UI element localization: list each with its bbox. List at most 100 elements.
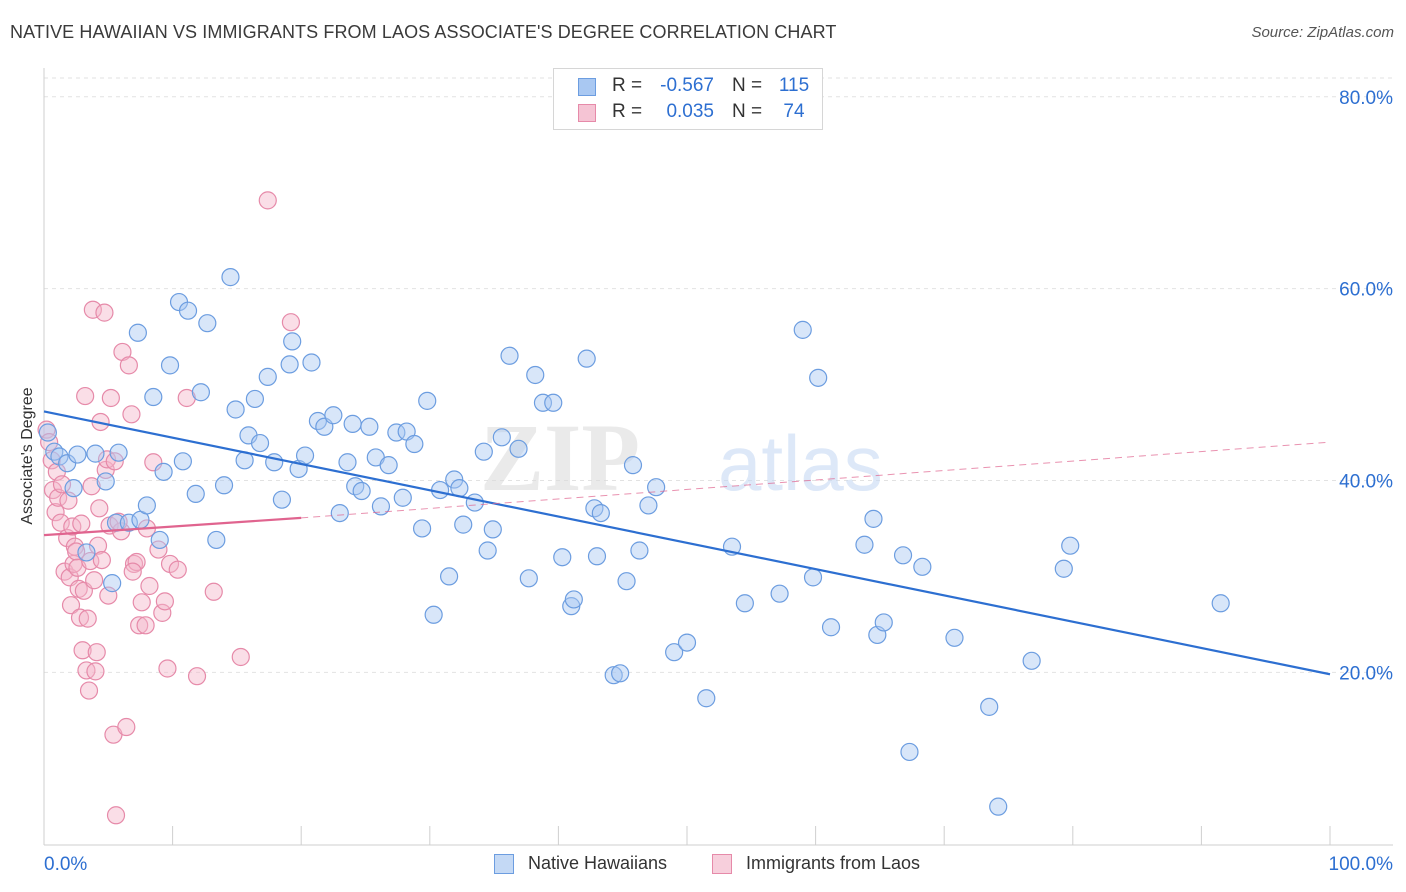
legend-swatch-pink: [578, 104, 596, 122]
data-point-hawaiian: [150, 530, 169, 550]
legend-n-label: N =: [732, 75, 763, 96]
data-point-hawaiian: [77, 543, 96, 562]
data-point-laos: [92, 550, 111, 570]
data-point-hawaiian: [630, 541, 649, 560]
data-point-hawaiian: [945, 628, 964, 647]
data-point-laos: [73, 641, 92, 660]
data-point-hawaiian: [623, 456, 643, 475]
data-point-hawaiian: [980, 697, 999, 716]
legend-swatch-blue: [578, 78, 596, 96]
data-point-hawaiian: [330, 503, 349, 523]
data-point-hawaiian: [173, 452, 192, 471]
data-point-hawaiian: [474, 442, 493, 461]
bottom-legend-label: Immigrants from Laos: [746, 853, 921, 873]
data-point-laos: [83, 300, 102, 319]
data-point-hawaiian: [439, 567, 459, 586]
data-point-hawaiian: [544, 393, 563, 412]
data-point-hawaiian: [665, 643, 684, 662]
data-point-laos: [155, 592, 174, 611]
data-point-laos: [61, 596, 81, 615]
data-point-hawaiian: [160, 356, 180, 375]
watermark: ZIP atlas: [480, 404, 883, 511]
data-point-laos: [46, 503, 65, 522]
data-point-hawaiian: [697, 689, 716, 708]
data-point-laos: [85, 571, 104, 590]
data-point-hawaiian: [553, 548, 572, 567]
data-point-laos: [124, 554, 144, 574]
data-point-hawaiian: [86, 444, 105, 463]
data-point-laos: [258, 191, 277, 210]
data-point-hawaiian: [770, 584, 789, 603]
data-point-hawaiian: [412, 519, 432, 538]
gridlines: [44, 77, 1393, 673]
data-point-laos: [79, 681, 99, 700]
data-point-hawaiian: [1022, 651, 1041, 670]
data-point-hawaiian: [324, 406, 343, 425]
data-point-hawaiian: [1211, 594, 1230, 613]
data-point-hawaiian: [483, 520, 502, 539]
data-point-hawaiian: [874, 613, 893, 632]
data-point-hawaiian: [119, 513, 138, 532]
data-point-hawaiian: [611, 664, 630, 683]
data-point-hawaiian: [604, 666, 623, 685]
data-point-hawaiian: [465, 493, 484, 512]
data-point-laos: [187, 667, 207, 686]
data-point-hawaiian: [639, 496, 658, 515]
y-tick-label: 60.0%: [1339, 280, 1393, 301]
data-point-laos: [52, 475, 72, 494]
data-point-laos: [204, 582, 223, 601]
data-point-hawaiian: [900, 742, 919, 762]
data-point-laos: [117, 717, 136, 737]
data-point-hawaiian: [454, 515, 473, 534]
bottom-legend-swatch-blue: [494, 854, 514, 874]
data-point-hawaiian: [803, 568, 823, 587]
data-point-hawaiian: [677, 633, 697, 652]
y-tick-label: 20.0%: [1339, 663, 1393, 684]
data-point-laos: [149, 540, 168, 559]
data-point-hawaiian: [1061, 536, 1080, 555]
legend-n-value: 115: [778, 75, 810, 96]
data-point-hawaiian: [864, 509, 883, 528]
data-point-laos: [72, 514, 91, 533]
data-point-hawaiian: [272, 490, 292, 509]
data-point-laos: [76, 386, 95, 406]
data-point-hawaiian: [338, 453, 357, 472]
data-point-hawaiian: [186, 484, 205, 504]
data-point-laos: [86, 662, 105, 681]
data-point-hawaiian: [109, 443, 128, 462]
correlation-legend: R = -0.567 N = 115 R = 0.035 N = 74: [553, 68, 823, 130]
watermark-zip: ZIP: [480, 404, 640, 511]
data-point-hawaiian: [360, 417, 379, 436]
data-point-hawaiian: [38, 423, 57, 442]
bottom-legend-swatch-pink: [712, 854, 732, 874]
data-point-hawaiian: [591, 503, 610, 523]
data-point-hawaiian: [509, 439, 528, 458]
data-point-hawaiian: [519, 569, 538, 588]
data-point-hawaiian: [735, 594, 754, 613]
data-point-hawaiian: [379, 456, 398, 475]
data-point-hawaiian: [226, 400, 245, 419]
data-point-hawaiian: [793, 320, 812, 339]
data-point-hawaiian: [418, 391, 437, 410]
legend-r-value: -0.567: [660, 75, 714, 96]
data-point-laos: [127, 552, 146, 572]
data-point-hawaiian: [128, 323, 147, 342]
data-point-hawaiian: [250, 433, 270, 453]
data-point-laos: [281, 313, 301, 332]
data-point-hawaiian: [989, 797, 1008, 816]
data-point-laos: [87, 643, 106, 662]
data-point-hawaiian: [352, 481, 371, 501]
data-point-laos: [90, 499, 109, 518]
trend-line-laos: [43, 516, 302, 537]
data-point-hawaiian: [191, 383, 210, 402]
data-point-laos: [130, 616, 149, 635]
axes: [43, 68, 1393, 846]
data-point-hawaiian: [821, 618, 841, 637]
data-point-hawaiian: [198, 314, 217, 333]
data-point-hawaiian: [343, 414, 362, 433]
data-point-hawaiian: [96, 472, 115, 491]
data-point-hawaiian: [1054, 559, 1073, 578]
series-hawaiian-points: [38, 268, 1230, 816]
data-point-laos: [101, 388, 120, 408]
data-point-hawaiian: [647, 478, 666, 497]
